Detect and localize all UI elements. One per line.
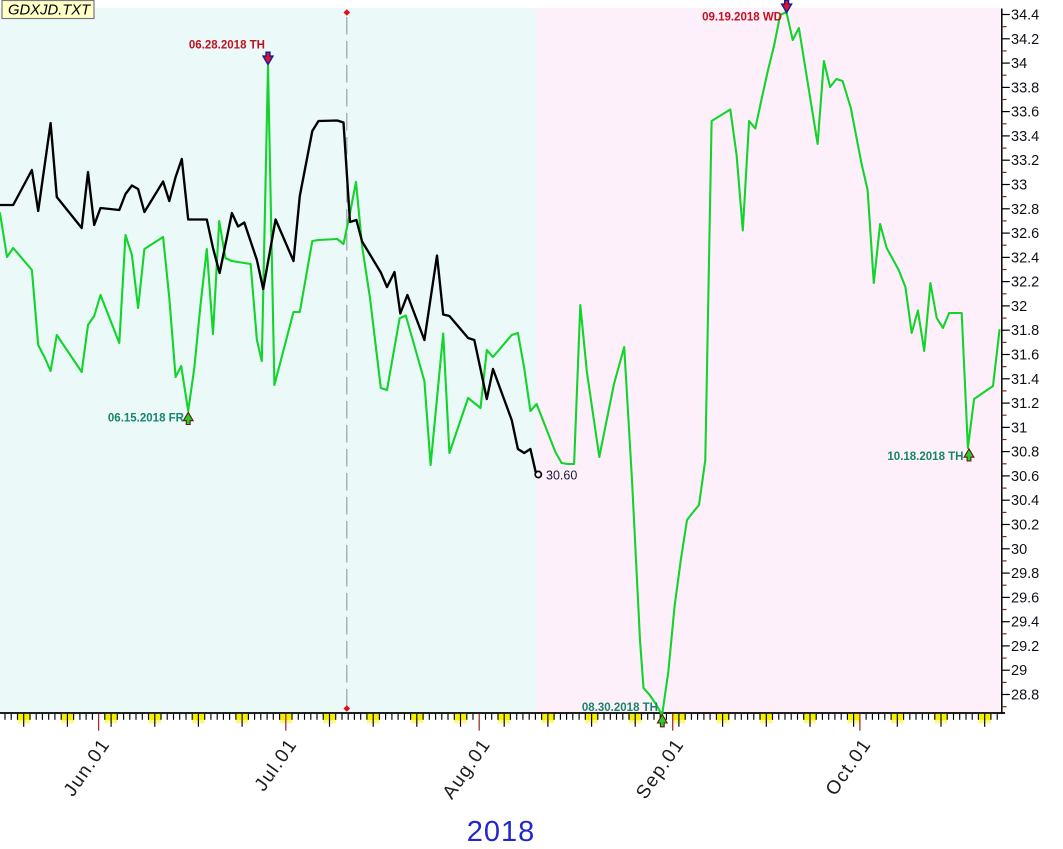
svg-text:32.4: 32.4 (1011, 250, 1039, 266)
svg-text:30.8: 30.8 (1011, 445, 1039, 461)
svg-text:32: 32 (1011, 299, 1027, 315)
svg-text:30: 30 (1011, 542, 1027, 558)
svg-text:31.6: 31.6 (1011, 348, 1039, 364)
svg-text:32.2: 32.2 (1011, 275, 1039, 291)
svg-text:29.8: 29.8 (1011, 566, 1039, 582)
svg-text:30.6: 30.6 (1011, 469, 1039, 485)
svg-text:33.8: 33.8 (1011, 80, 1039, 96)
svg-text:06.28.2018 TH: 06.28.2018 TH (189, 40, 265, 52)
svg-text:33.4: 33.4 (1011, 129, 1039, 145)
svg-text:33.6: 33.6 (1011, 105, 1039, 121)
svg-text:32.6: 32.6 (1011, 226, 1039, 242)
svg-text:33: 33 (1011, 178, 1027, 194)
svg-text:31.2: 31.2 (1011, 396, 1039, 412)
svg-text:29.6: 29.6 (1011, 590, 1039, 606)
svg-text:34.4: 34.4 (1011, 8, 1039, 24)
svg-text:31: 31 (1011, 420, 1027, 436)
svg-text:06.15.2018 FR: 06.15.2018 FR (108, 413, 185, 425)
svg-text:29.4: 29.4 (1011, 615, 1039, 631)
svg-text:30.2: 30.2 (1011, 518, 1039, 534)
svg-text:30.4: 30.4 (1011, 493, 1039, 509)
svg-text:32.8: 32.8 (1011, 202, 1039, 218)
svg-text:29.2: 29.2 (1011, 639, 1039, 655)
svg-text:34.2: 34.2 (1011, 32, 1039, 48)
svg-text:34: 34 (1011, 56, 1027, 72)
svg-text:28.8: 28.8 (1011, 688, 1039, 704)
svg-text:09.19.2018 WD: 09.19.2018 WD (702, 12, 782, 24)
svg-text:31.4: 31.4 (1011, 372, 1039, 388)
svg-text:10.18.2018 TH: 10.18.2018 TH (887, 451, 963, 463)
svg-text:2018: 2018 (467, 816, 536, 848)
svg-text:GDXJD.TXT: GDXJD.TXT (8, 3, 91, 19)
svg-text:08.30.2018 TH: 08.30.2018 TH (582, 702, 658, 714)
svg-text:29: 29 (1011, 663, 1027, 679)
svg-text:30.60: 30.60 (546, 469, 577, 483)
svg-text:33.2: 33.2 (1011, 153, 1039, 169)
svg-text:31.8: 31.8 (1011, 323, 1039, 339)
